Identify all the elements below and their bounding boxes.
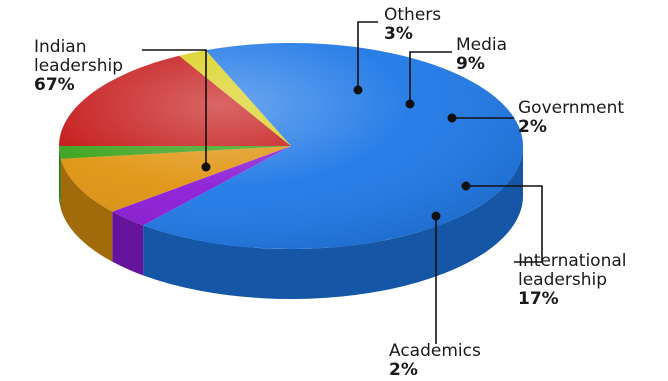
slice-side-indian-leadership: [143, 146, 524, 299]
slice-value: 9%: [456, 54, 485, 74]
leader-dot-international-leadership: [461, 181, 471, 191]
slice-value: 67%: [34, 75, 75, 95]
slice-label-line: Academics: [389, 341, 481, 361]
leader-line-indian-leadership: [142, 49, 207, 167]
slice-label-line: Government: [518, 98, 625, 118]
slice-label-line: Others: [384, 5, 442, 25]
slice-label-line: leadership: [34, 56, 123, 76]
leader-dot-government: [447, 113, 457, 123]
leader-line-international-leadership: [466, 185, 543, 263]
slice-value: 2%: [389, 360, 418, 380]
slice-side-government: [59, 146, 61, 209]
slice-label-line: leadership: [518, 270, 607, 290]
leader-line-others: [357, 21, 378, 90]
label-academics: Academics 2%: [389, 342, 481, 380]
leader-dot-indian-leadership: [201, 162, 211, 172]
leader-dot-media: [405, 99, 415, 109]
label-media: Media 9%: [456, 36, 507, 74]
slice-label-line: Indian: [34, 37, 87, 57]
slice-label-line: International: [518, 251, 627, 271]
label-indian-leadership: Indian leadership 67%: [34, 38, 123, 95]
label-international-leadership: International leadership 17%: [518, 252, 627, 309]
slice-value: 17%: [518, 289, 559, 309]
leader-line-media: [409, 51, 452, 104]
label-government: Government 2%: [518, 99, 624, 137]
slice-side-others: [112, 211, 144, 276]
slice-side-media: [60, 158, 113, 262]
leader-dot-academics: [431, 211, 441, 221]
leader-dot-others: [353, 85, 363, 95]
pie-gloss: [59, 43, 523, 249]
slice-value: 2%: [518, 117, 547, 137]
slice-value: 3%: [384, 24, 413, 44]
slice-label-line: Media: [456, 35, 508, 55]
label-others: Others 3%: [384, 6, 441, 44]
